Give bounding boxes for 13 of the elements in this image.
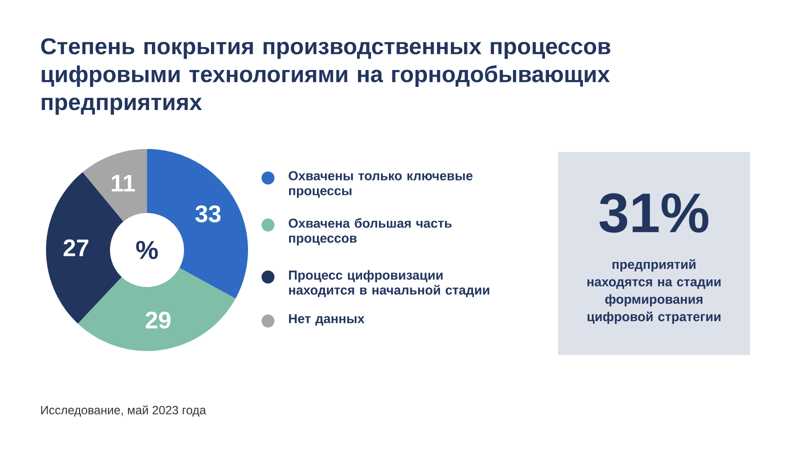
data-label: 29: [146, 312, 171, 329]
legend-label: Охвачена большая часть процессов: [288, 218, 452, 246]
data-label: 11: [112, 174, 135, 192]
text: %: [136, 240, 158, 260]
legend-label: Охвачены только ключевые процессы: [288, 171, 473, 198]
legend-label: Нет данных: [289, 314, 364, 326]
text: предприятий находятся на стадии формирования цифровой стратегии: [587, 259, 721, 324]
text: Исследование, май 2023 года: [41, 405, 206, 417]
chart-title: Степень покрытия производственных процессов цифровыми технологиями на горнодобывающих предприятиях: [41, 38, 610, 115]
data-label: 27: [64, 239, 88, 256]
legend-label: Процесс цифровизации находится в начальной стадии: [289, 270, 490, 298]
text: 31%: [599, 193, 708, 233]
data-label: 33: [195, 205, 221, 222]
